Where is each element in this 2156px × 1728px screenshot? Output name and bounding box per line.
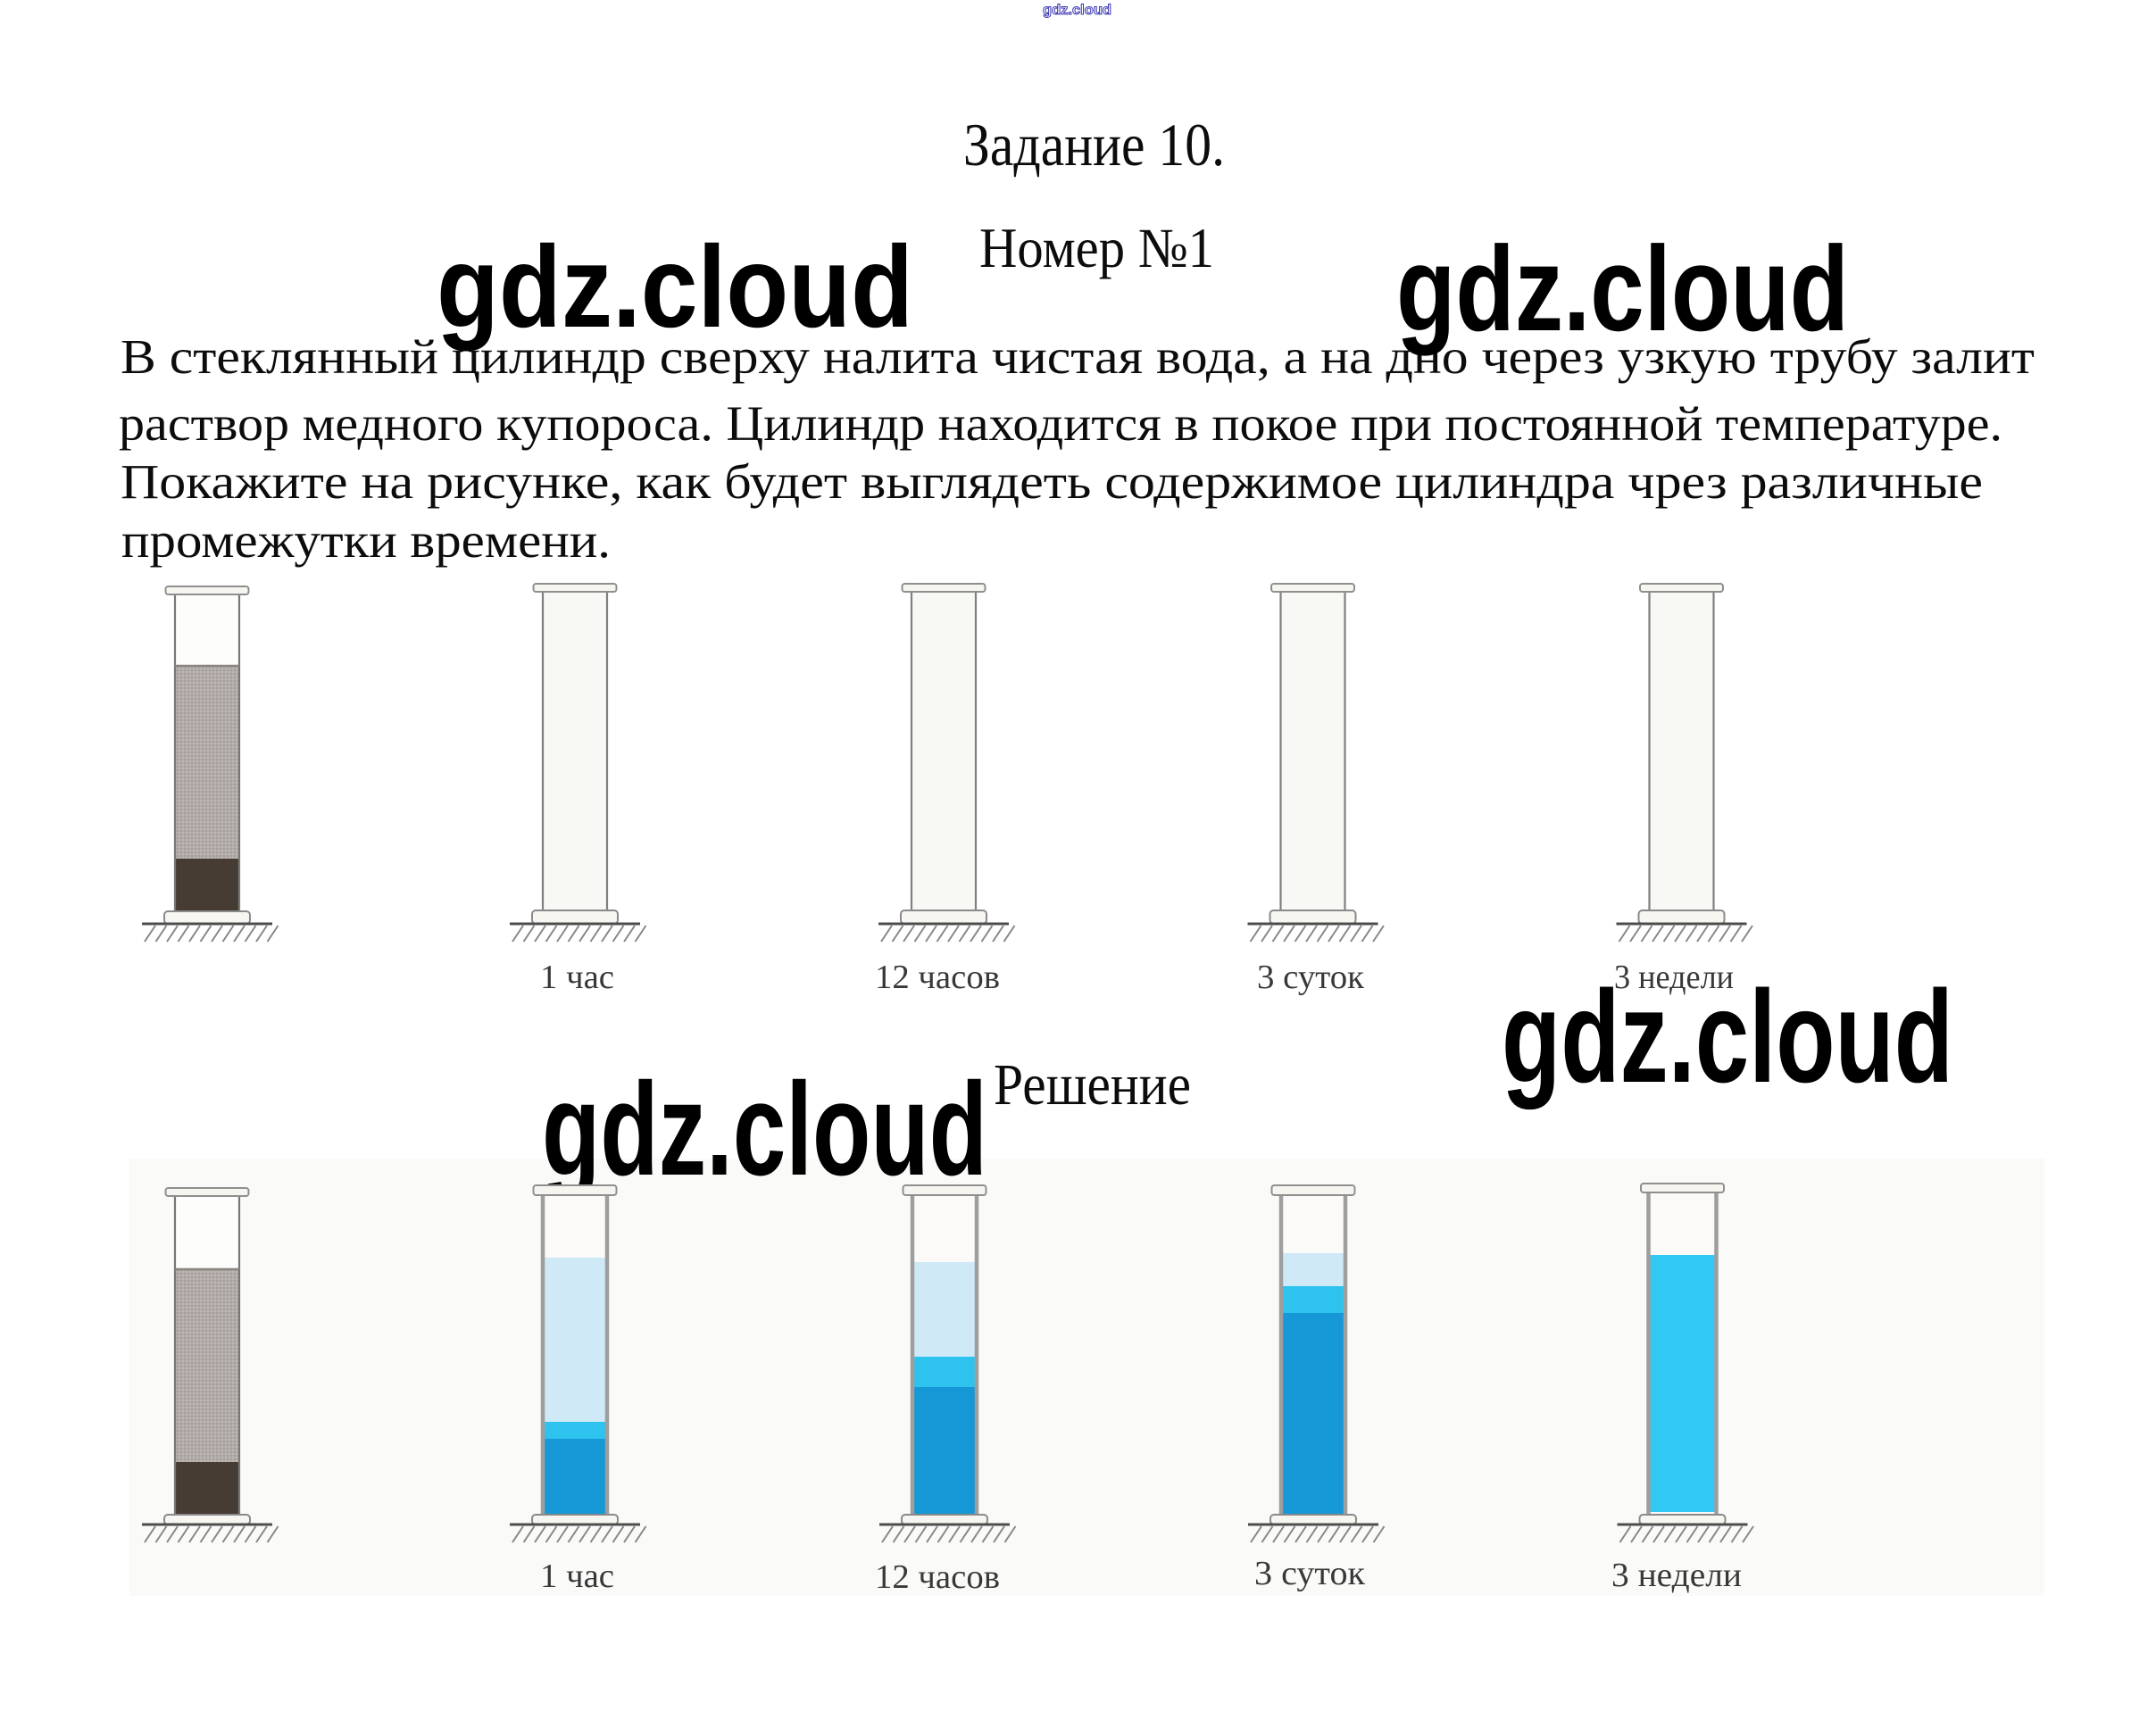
svg-text:gdz.cloud: gdz.cloud [542, 1056, 987, 1203]
svg-text:раствор медного купороса. Цили: раствор медного купороса. Цилиндр находи… [119, 396, 2002, 451]
svg-text:gdz.cloud: gdz.cloud [1396, 221, 1849, 356]
svg-text:3 недели: 3 недели [1614, 959, 1734, 996]
svg-text:Задание 10.: Задание 10. [963, 111, 1225, 179]
svg-text:В стеклянный цилиндр сверху на: В стеклянный цилиндр сверху налита чиста… [121, 329, 2035, 384]
svg-text:gdz.cloud: gdz.cloud [1502, 964, 1953, 1110]
svg-text:3 суток: 3 суток [1254, 1555, 1366, 1592]
svg-text:1 час: 1 час [540, 1558, 614, 1595]
svg-text:12 часов: 12 часов [875, 959, 1000, 996]
svg-text:3 недели: 3 недели [1611, 1557, 1742, 1594]
svg-text:gdz.cloud: gdz.cloud [437, 221, 913, 352]
svg-text:1 час: 1 час [540, 959, 614, 996]
svg-text:Покажите на рисунке, как будет: Покажите на рисунке, как будет выглядеть… [121, 454, 1983, 509]
svg-text:Решение: Решение [994, 1052, 1191, 1117]
svg-text:gdz.cloud: gdz.cloud [1043, 3, 1111, 18]
svg-text:Номер №1: Номер №1 [979, 217, 1214, 279]
svg-text:12 часов: 12 часов [875, 1558, 1000, 1596]
svg-text:промежутки времени.: промежутки времени. [121, 513, 611, 568]
svg-text:3 суток: 3 суток [1257, 959, 1365, 996]
